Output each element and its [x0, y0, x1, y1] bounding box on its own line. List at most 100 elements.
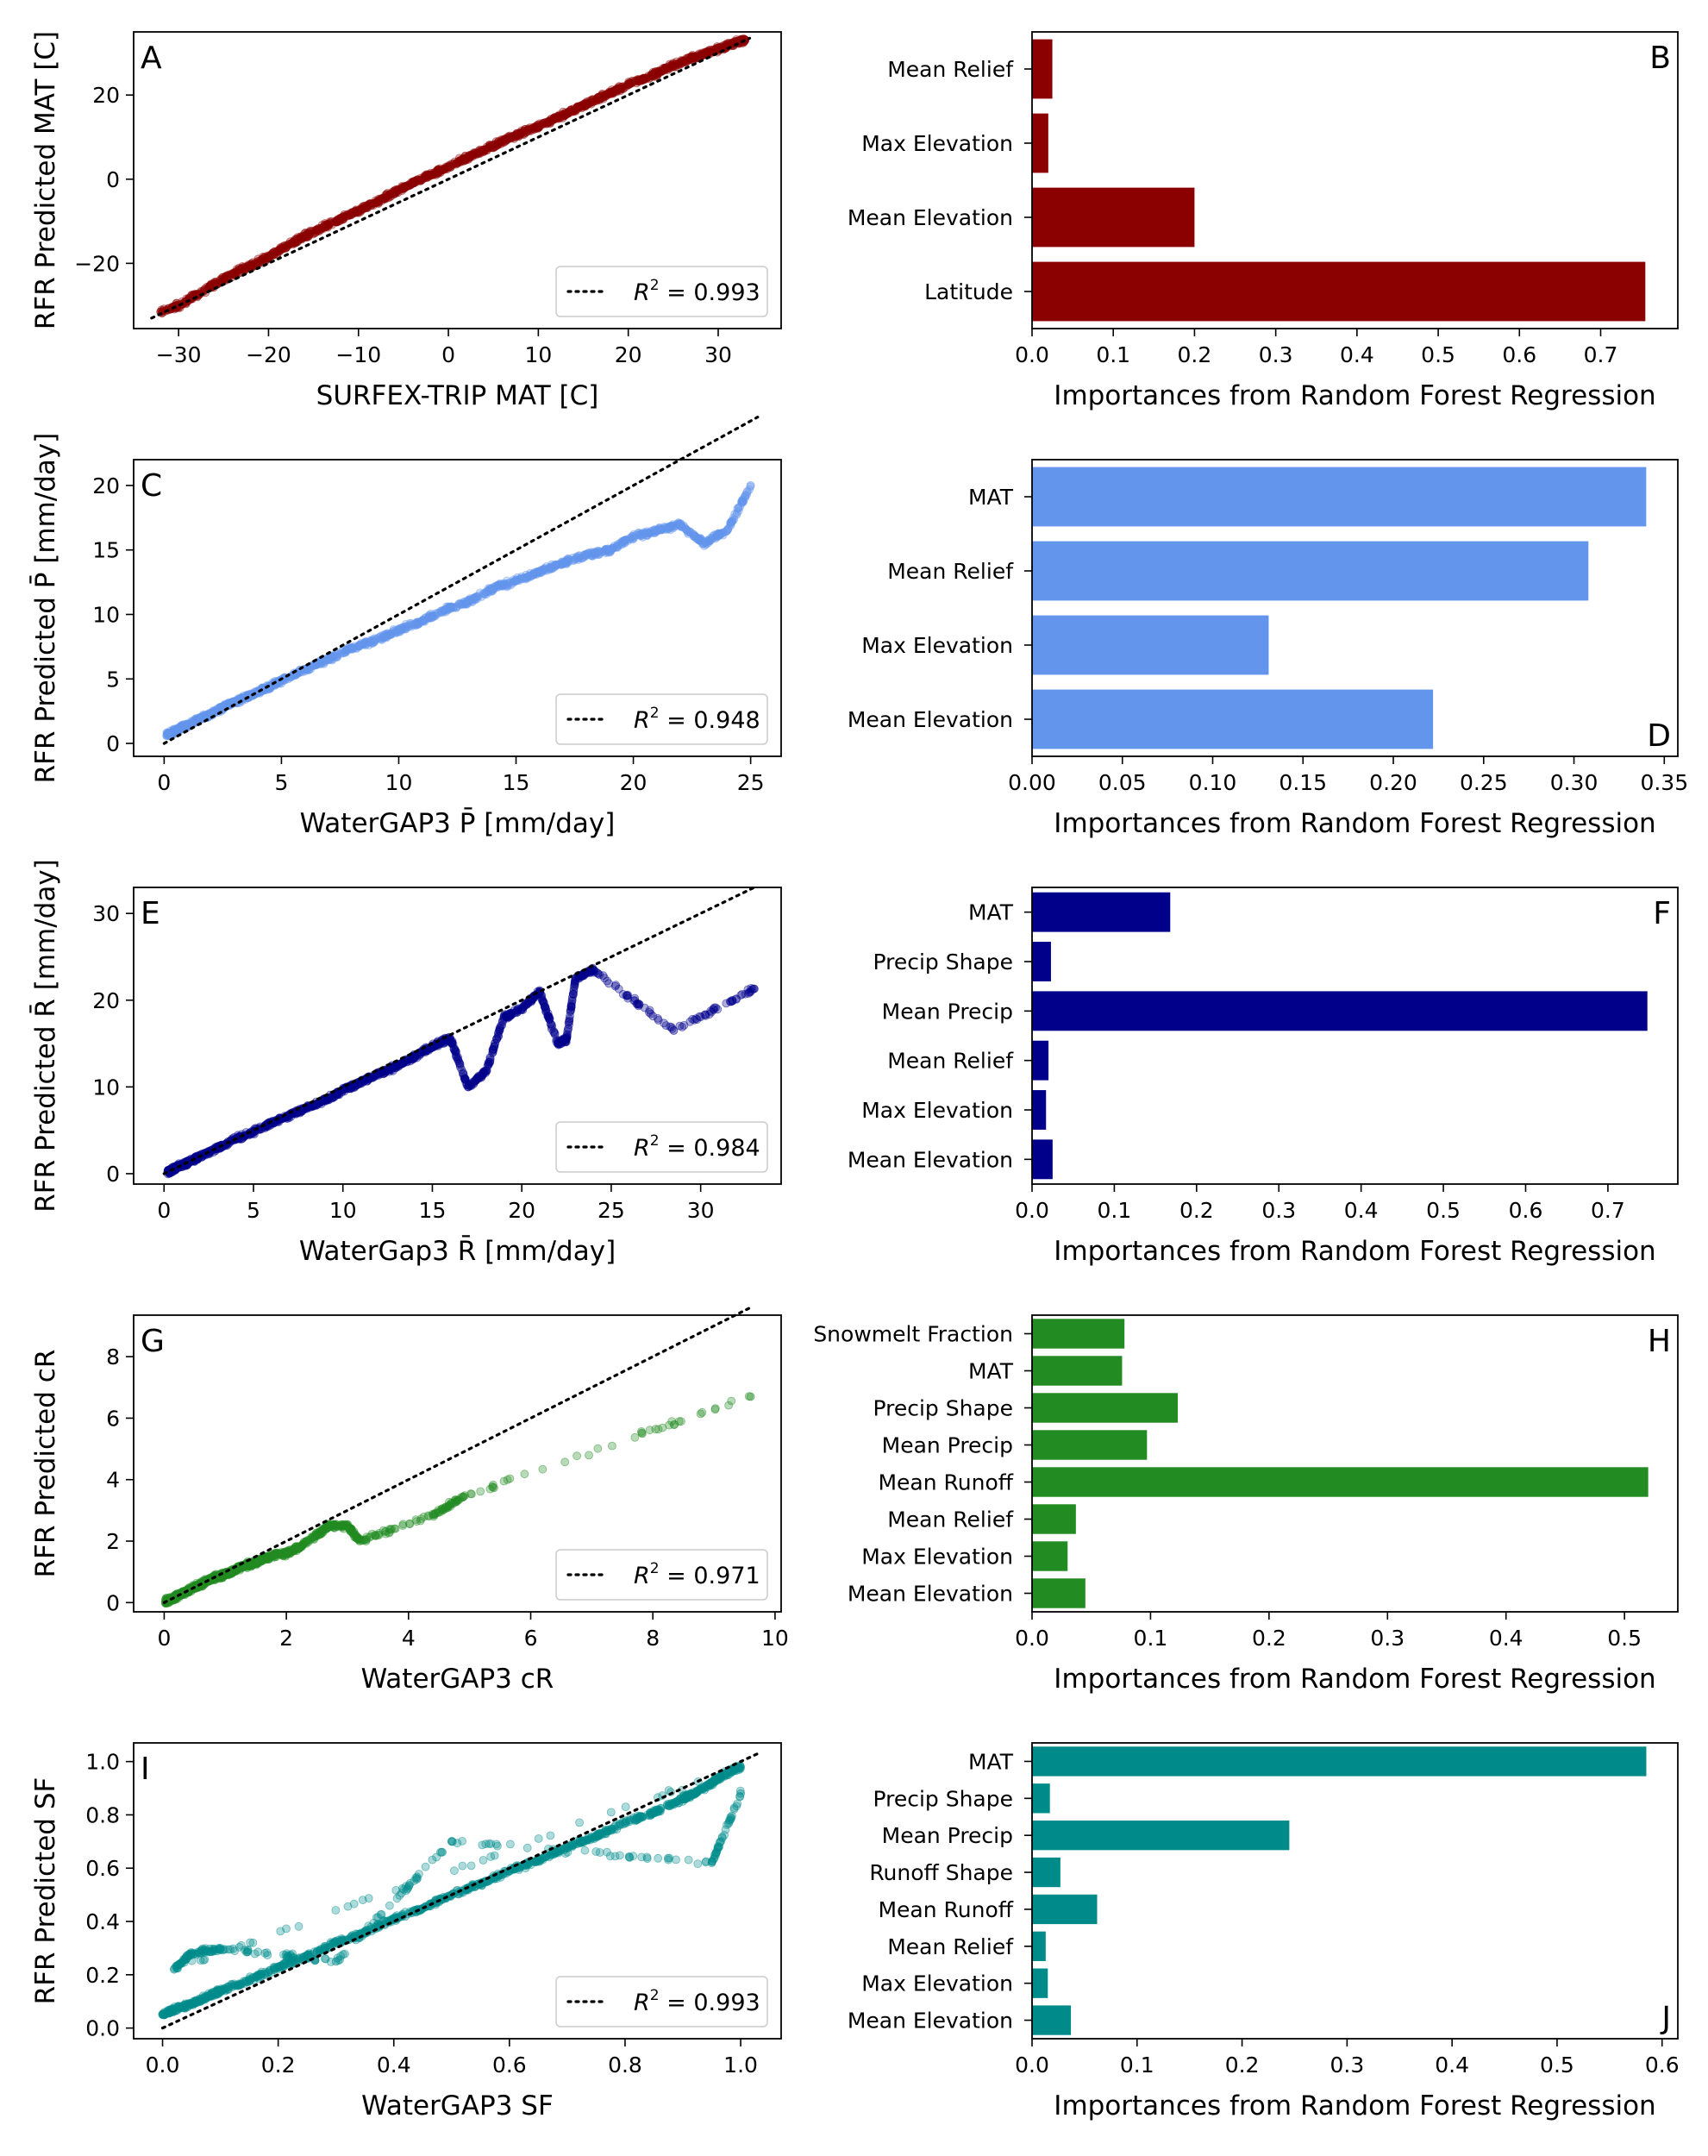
x-tick-label: 5: [247, 1198, 260, 1223]
panel-letter: D: [1647, 718, 1671, 754]
scatter-point: [697, 51, 704, 59]
x-tick-label: 15: [419, 1198, 447, 1223]
x-tick-label: 0: [441, 342, 455, 367]
panel-b: Mean Relief Max Elevation Mean Elevation La…: [848, 32, 1678, 411]
category-label: Mean Relief: [887, 559, 1014, 584]
scatter-point: [747, 481, 754, 489]
scatter-point: [723, 527, 731, 535]
scatter-point: [462, 154, 470, 162]
x-tick-label: 0.25: [1460, 770, 1508, 795]
x-tick-label: 0.7: [1584, 342, 1618, 367]
x-tick-label: 0: [157, 1198, 171, 1223]
scatter-point: [559, 559, 566, 567]
y-tick-label: 10: [92, 1075, 120, 1100]
bar: [1032, 542, 1588, 601]
bar: [1032, 188, 1194, 248]
scatter-point: [700, 540, 708, 548]
scatter-point: [455, 1059, 463, 1067]
x-tick-label: 25: [737, 770, 765, 795]
scatter-point: [312, 229, 320, 236]
scatter-point: [336, 216, 344, 223]
category-label: MAT: [968, 900, 1014, 925]
scatter-point: [684, 529, 691, 536]
scatter-point: [473, 1075, 481, 1082]
x-tick-label: −10: [335, 342, 381, 367]
category-label: Latitude: [924, 279, 1013, 304]
category-label: Mean Relief: [887, 1049, 1014, 1074]
y-tick-label: 10: [92, 602, 120, 627]
scatter-point: [707, 1007, 715, 1015]
scatter-point: [301, 232, 309, 240]
scatter-point: [615, 985, 623, 993]
bars: [1032, 893, 1648, 1180]
x-tick-label: 10: [524, 342, 552, 367]
x-tick-label: 0.2: [1179, 1198, 1214, 1223]
bar: [1032, 690, 1433, 749]
scatter-point: [512, 577, 520, 585]
category-label: Mean Relief: [887, 57, 1014, 82]
scatter-point: [372, 198, 380, 206]
category-label: Precip Shape: [873, 950, 1013, 975]
category-label: MAT: [968, 485, 1014, 510]
legend: R2 = 0.984: [556, 1122, 767, 1172]
bar: [1032, 114, 1048, 173]
y-tick-label: 0: [106, 731, 120, 756]
category-label: Mean Elevation: [848, 707, 1013, 732]
scatter-point: [372, 636, 379, 644]
legend: R2 = 0.948: [556, 694, 767, 744]
x-tick-label: 0.10: [1189, 770, 1237, 795]
bar: [1032, 893, 1170, 932]
x-tick-label: 20: [615, 342, 642, 367]
scatter-point: [322, 1096, 329, 1104]
category-label: Mean Elevation: [848, 1147, 1013, 1172]
scatter-point: [604, 977, 611, 985]
x-tick-label: 0.3: [1259, 342, 1293, 367]
x-tick-label: 0.5: [1426, 1198, 1461, 1223]
x-tick-label: 10: [329, 1198, 357, 1223]
panel-letter: E: [141, 896, 160, 931]
x-tick-label: 0.4: [1344, 1198, 1379, 1223]
scatter-point: [489, 585, 497, 592]
scatter-point: [418, 617, 426, 625]
scatter-point: [417, 1048, 425, 1056]
scatter-point: [391, 188, 398, 196]
scatter-point: [535, 122, 542, 130]
x-axis-label: Importances from Random Forest Regressio…: [1054, 1236, 1655, 1267]
x-axis-label: Importances from Random Forest Regressio…: [1054, 808, 1655, 839]
legend-value: = 0.984: [660, 1135, 760, 1162]
scatter-point: [606, 546, 614, 554]
scatter-point: [395, 626, 403, 634]
legend-r: R: [634, 279, 650, 306]
scatter-point: [553, 115, 560, 122]
scatter-point: [490, 1045, 497, 1053]
x-tick-label: 20: [508, 1198, 535, 1223]
scatter-point: [677, 520, 685, 528]
category-label: Mean Precip: [882, 999, 1013, 1024]
bar: [1032, 40, 1053, 99]
legend-sup: 2: [650, 277, 660, 294]
scatter-point: [464, 1083, 472, 1091]
x-tick-label: 0.05: [1098, 770, 1147, 795]
scatter-point: [735, 504, 742, 511]
panel-letter: C: [141, 468, 162, 504]
scatter-point: [358, 641, 366, 649]
scatter-point: [445, 163, 453, 171]
bar: [1032, 616, 1268, 675]
scatter-point: [568, 996, 576, 1004]
x-tick-label: 25: [597, 1198, 625, 1223]
scatter-point: [498, 137, 506, 145]
scatter-point: [714, 1006, 722, 1013]
legend-value: = 0.948: [660, 707, 760, 734]
x-axis-label: Importances from Random Forest Regressio…: [1054, 380, 1655, 411]
x-axis-label: WaterGap3 R̄ [mm/day]: [299, 1235, 616, 1267]
scatter-point: [741, 494, 749, 502]
category-label: Mean Elevation: [848, 205, 1013, 230]
scatter-point: [629, 533, 637, 541]
bar: [1032, 262, 1645, 322]
scatter-point: [660, 66, 668, 73]
category-label: Max Elevation: [861, 131, 1013, 156]
y-tick-label: 30: [92, 901, 120, 926]
bar: [1032, 942, 1051, 981]
legend-r: R: [634, 1135, 650, 1162]
